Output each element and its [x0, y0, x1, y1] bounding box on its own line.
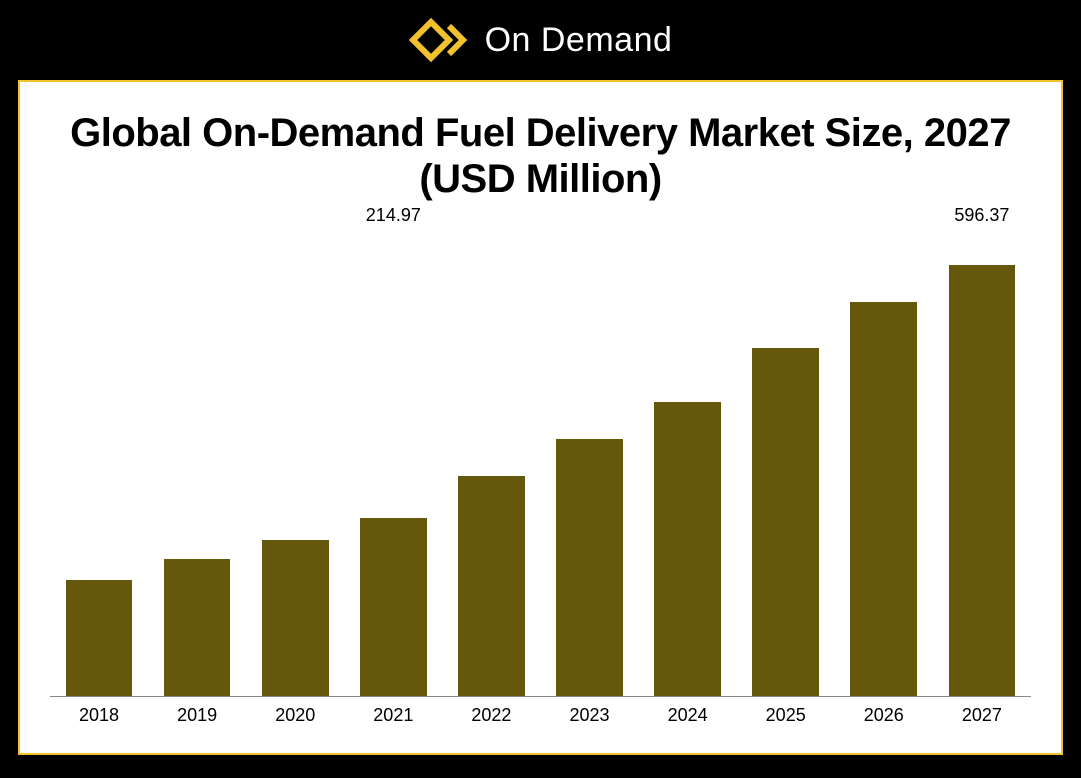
bar-slot: 214.97: [344, 232, 442, 696]
bar-slot: 596.37: [933, 232, 1031, 696]
xaxis-label: 2024: [639, 705, 737, 726]
bar: [654, 402, 721, 696]
xaxis-label: 2021: [344, 705, 442, 726]
xaxis-label: 2027: [933, 705, 1031, 726]
page-root: On Demand Global On-Demand Fuel Delivery…: [0, 0, 1081, 778]
brand-logo-icon: [409, 18, 471, 62]
chart-title: Global On-Demand Fuel Delivery Market Si…: [50, 110, 1031, 202]
chart-xaxis: 2018 2019 2020 2021 2022 2023 2024 2025 …: [50, 697, 1031, 733]
chart-frame: Global On-Demand Fuel Delivery Market Si…: [18, 80, 1063, 755]
bar: [752, 348, 819, 696]
bar-slot: [835, 232, 933, 696]
bar-slot: [50, 232, 148, 696]
bar-slot: [442, 232, 540, 696]
xaxis-label: 2023: [540, 705, 638, 726]
xaxis-label: 2020: [246, 705, 344, 726]
xaxis-label: 2026: [835, 705, 933, 726]
bar: [949, 265, 1016, 696]
bar: [164, 559, 231, 696]
bar-slot: [246, 232, 344, 696]
xaxis-label: 2018: [50, 705, 148, 726]
bar-slot: [639, 232, 737, 696]
bar: [458, 476, 525, 696]
xaxis-label: 2025: [737, 705, 835, 726]
xaxis-label: 2019: [148, 705, 246, 726]
brand-header: On Demand: [0, 0, 1081, 80]
bar-slot: [148, 232, 246, 696]
bar-slot: [737, 232, 835, 696]
bar: [556, 439, 623, 696]
chart-plot-area: 214.97 596.37: [50, 232, 1031, 733]
bar: [360, 518, 427, 696]
bar-slot: [540, 232, 638, 696]
bar: [66, 580, 133, 696]
bar: [262, 540, 329, 696]
chart-bars: 214.97 596.37: [50, 232, 1031, 697]
xaxis-label: 2022: [442, 705, 540, 726]
bar: [850, 302, 917, 696]
bar-value-label: 596.37: [954, 205, 1009, 226]
bar-value-label: 214.97: [366, 205, 421, 226]
brand-name: On Demand: [485, 21, 673, 60]
